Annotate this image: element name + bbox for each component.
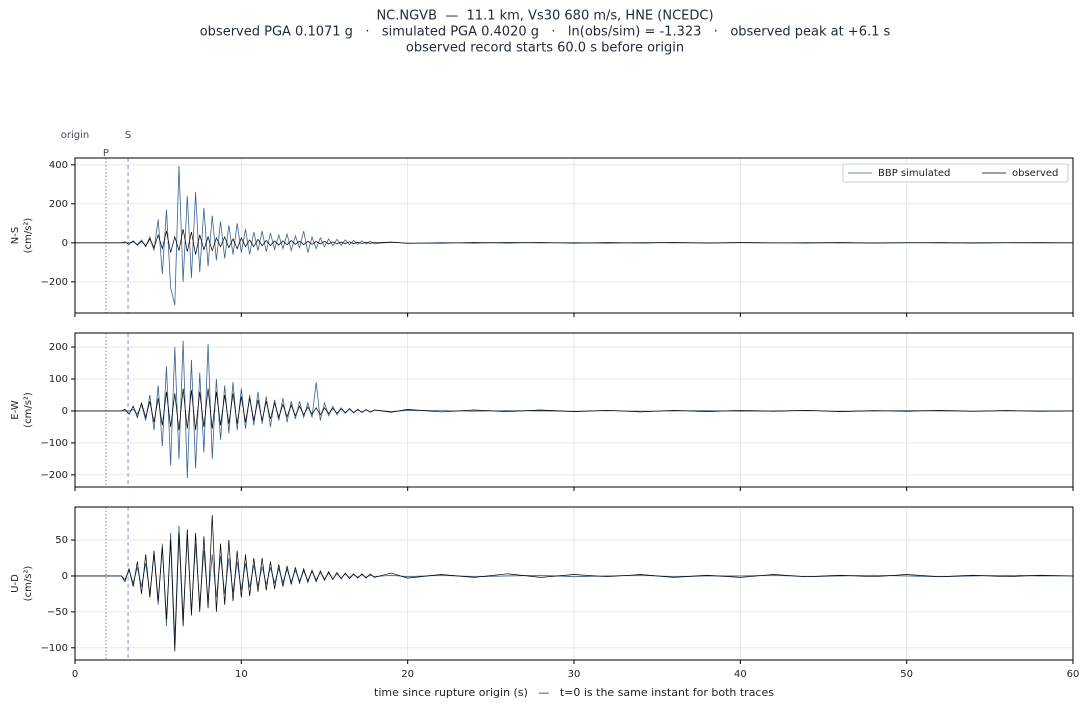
x-tick-label: 10 (235, 669, 248, 680)
y-tick-label: −50 (47, 607, 68, 618)
y-tick-label: 100 (49, 374, 68, 385)
y-tick-label: −200 (41, 470, 68, 481)
y-axis-label: N-S (10, 227, 21, 244)
trace-line (75, 388, 1074, 431)
legend-label: BBP simulated (878, 168, 950, 179)
plot-frame (74, 332, 1074, 488)
y-tick-label: 0 (62, 238, 68, 249)
x-tick-label: 0 (72, 669, 78, 680)
chart-subtitle: observed PGA 0.1071 g · simulated PGA 0.… (200, 25, 891, 40)
y-tick-label: 0 (62, 571, 68, 582)
y-axis-label: E-W (10, 400, 21, 420)
chart-title: NC.NGVB — 11.1 km, Vs30 680 m/s, HNE (NC… (376, 9, 713, 24)
y-axis-label: (cm/s²) (23, 392, 34, 428)
x-tick-label: 40 (734, 669, 747, 680)
legend-box (842, 163, 1069, 183)
phase-marker-label: P (103, 148, 109, 159)
chart-subtitle: observed record starts 60.0 s before ori… (406, 41, 684, 56)
y-tick-label: −200 (41, 277, 68, 288)
trace-line (75, 229, 1074, 255)
y-axis-label: U-D (10, 574, 21, 593)
x-tick-label: 30 (568, 669, 581, 680)
y-tick-label: 50 (55, 535, 68, 546)
y-axis-label: (cm/s²) (23, 218, 34, 254)
x-tick-label: 60 (1067, 669, 1080, 680)
plot-frame (74, 157, 1074, 314)
x-tick-label: 50 (900, 669, 913, 680)
plot-frame (74, 506, 1074, 661)
phase-marker-label: origin (61, 130, 89, 141)
phase-marker-label: S (125, 130, 131, 141)
y-tick-label: 200 (49, 199, 68, 210)
y-axis-label: (cm/s²) (23, 566, 34, 602)
legend-label: observed (1012, 168, 1058, 179)
y-tick-label: 0 (62, 406, 68, 417)
y-tick-label: 200 (49, 342, 68, 353)
y-tick-label: 400 (49, 160, 68, 171)
y-tick-label: −100 (41, 643, 68, 654)
x-tick-label: 20 (401, 669, 414, 680)
x-axis-label: time since rupture origin (s) — t=0 is t… (374, 686, 774, 699)
y-tick-label: −100 (41, 438, 68, 449)
trace-line (75, 514, 1074, 652)
